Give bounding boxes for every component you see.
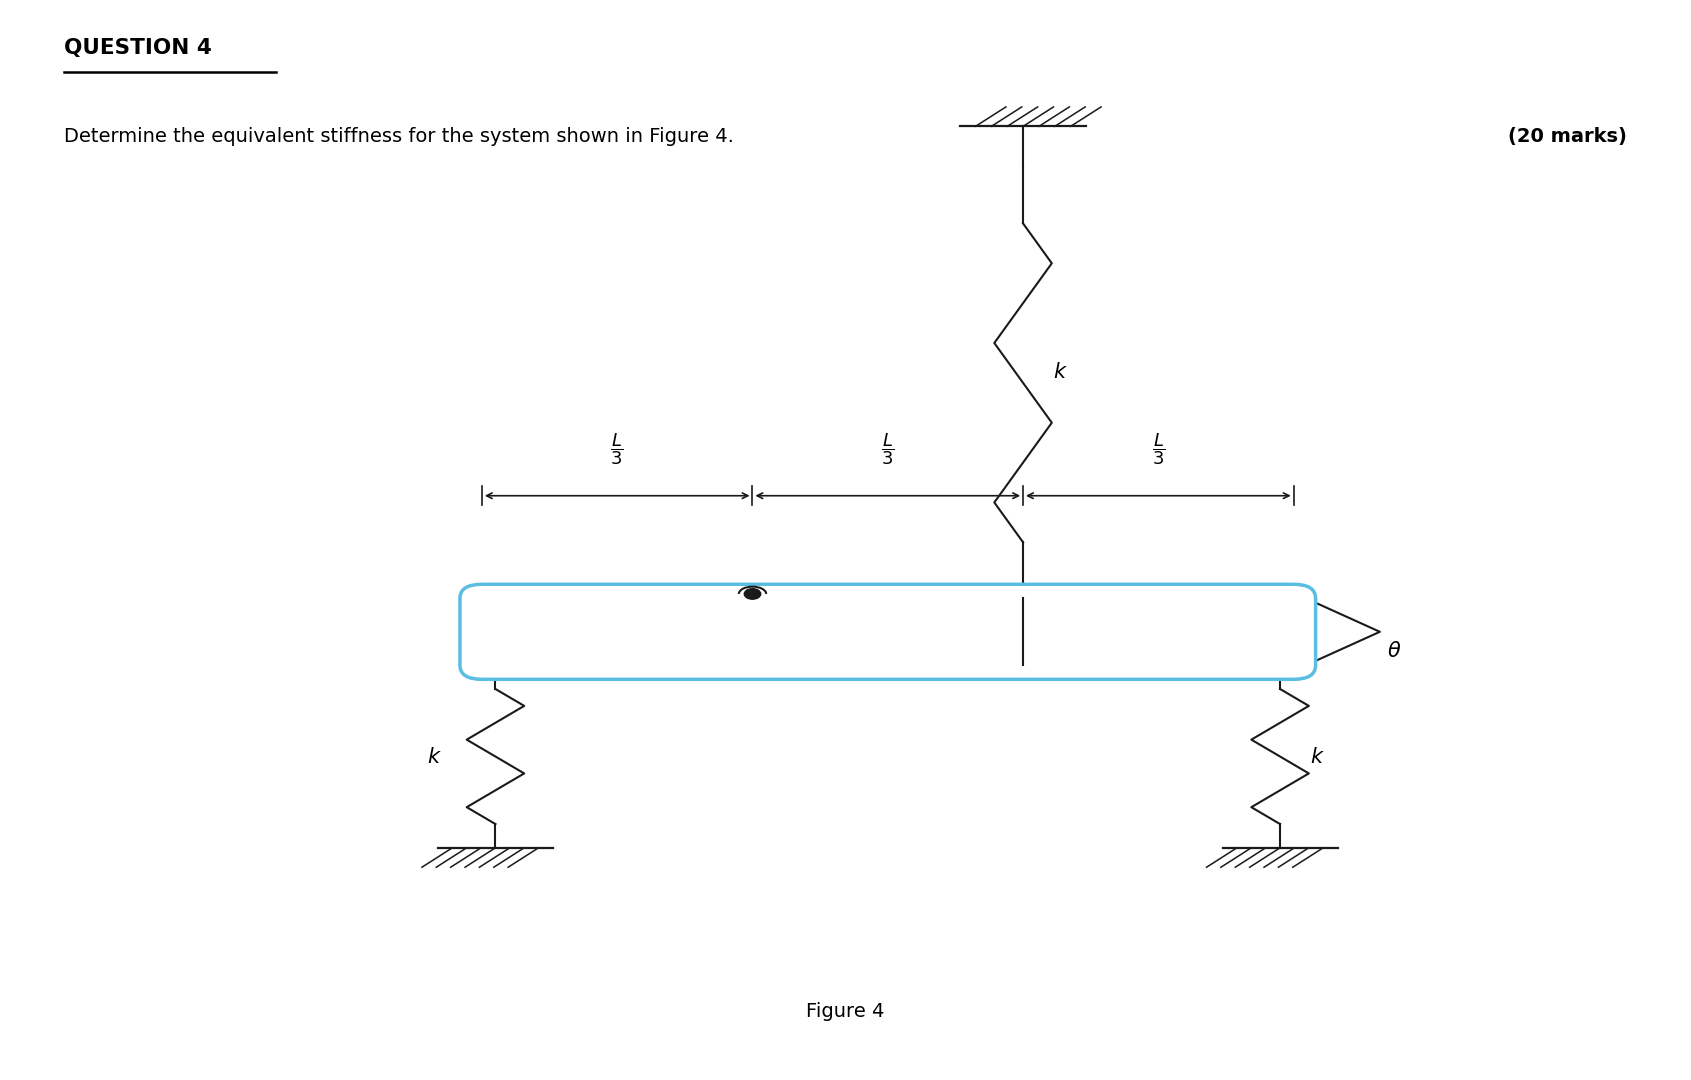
Text: $\dfrac{L}{3}$: $\dfrac{L}{3}$ — [610, 431, 624, 467]
Text: Figure 4: Figure 4 — [807, 1001, 884, 1021]
Text: (20 marks): (20 marks) — [1508, 127, 1627, 147]
Text: $\dfrac{L}{3}$: $\dfrac{L}{3}$ — [881, 431, 895, 467]
Text: $\theta$: $\theta$ — [1387, 642, 1402, 661]
Text: $\dfrac{L}{3}$: $\dfrac{L}{3}$ — [1152, 431, 1165, 467]
Text: QUESTION 4: QUESTION 4 — [64, 38, 211, 58]
Circle shape — [744, 589, 761, 599]
Text: k: k — [1053, 362, 1065, 382]
Text: k: k — [428, 746, 440, 767]
Text: Determine the equivalent stiffness for the system shown in Figure 4.: Determine the equivalent stiffness for t… — [64, 127, 734, 147]
Text: k: k — [1311, 746, 1322, 767]
FancyBboxPatch shape — [460, 584, 1316, 679]
